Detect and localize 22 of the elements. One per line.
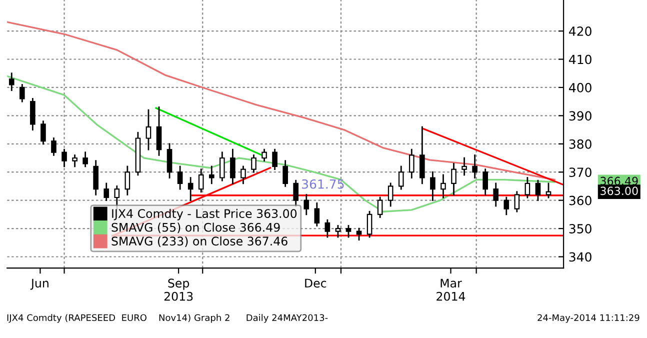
text: 366.49 xyxy=(600,176,638,186)
legend-label: SMAVG (55) on Close 366.49 xyxy=(112,222,280,234)
y-tick-label: 400 xyxy=(569,82,592,92)
text: IJX4 Comdty (RAPESEED EURO Nov14) Graph 2 xyxy=(7,314,230,323)
y-tick-label: 370 xyxy=(569,168,592,178)
y-tick-label: 340 xyxy=(569,252,592,262)
x-tick-label: Jun xyxy=(30,278,48,290)
y-tick-label: 360 xyxy=(569,196,592,206)
y-tick-label: 420 xyxy=(569,26,592,36)
legend-label: IJX4 Comdty - Last Price 363.00 xyxy=(112,208,297,220)
y-tick-label: 390 xyxy=(569,111,592,121)
y-tick-label: 350 xyxy=(569,224,592,234)
y-tick-label: 380 xyxy=(569,139,592,149)
y-tick-label: 410 xyxy=(569,54,592,64)
text: Daily 24MAY2013- xyxy=(246,314,328,323)
text: 24-May-2014 11:11:29 xyxy=(538,314,640,323)
x-tick-label: Mar 2014 xyxy=(436,278,466,301)
annotation: 361.75 xyxy=(302,179,344,189)
legend-label: SMAVG (233) on Close 367.46 xyxy=(112,236,288,247)
text: 363.00 xyxy=(600,186,638,196)
x-tick-label: Dec xyxy=(305,278,326,288)
x-tick-label: Sep 2013 xyxy=(164,278,193,301)
